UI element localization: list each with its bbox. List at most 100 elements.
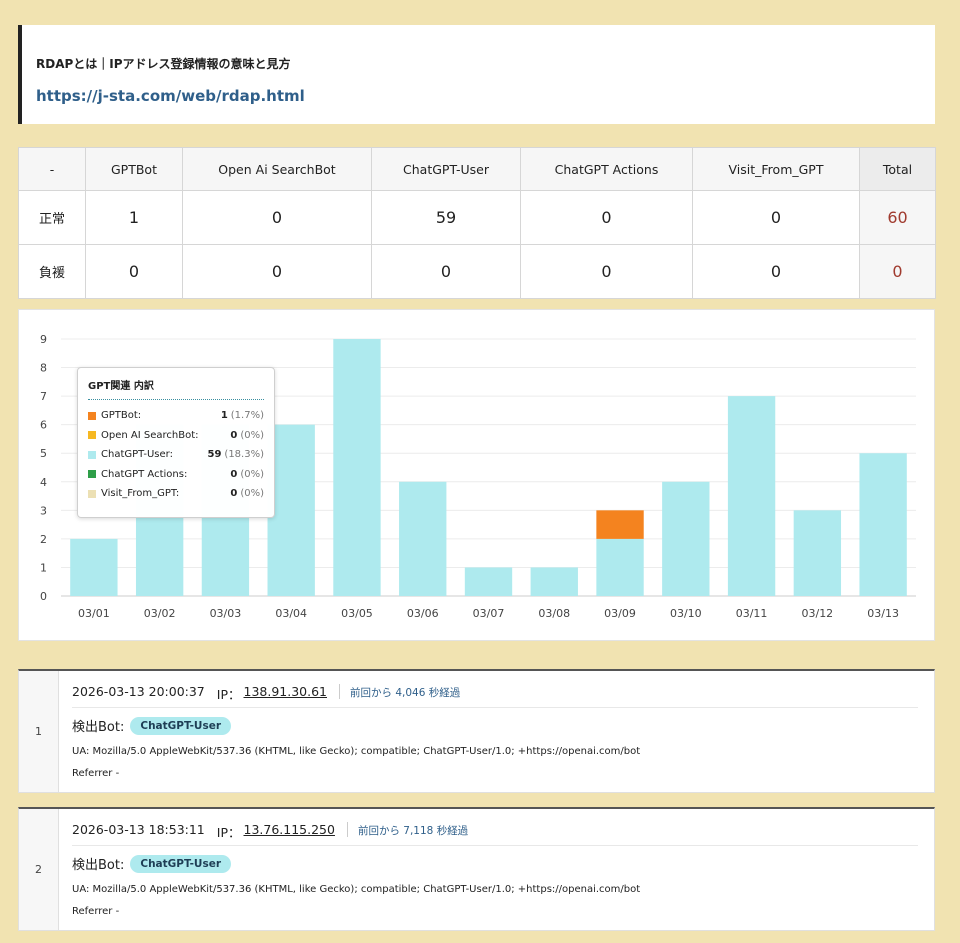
x-tick-label: 03/07 <box>473 607 505 620</box>
divider <box>339 684 340 699</box>
tooltip-count: 0 <box>230 429 238 441</box>
tooltip-row: ChatGPT Actions: 0 (0%) <box>88 465 264 485</box>
tooltip-series-name: Open AI SearchBot: <box>101 429 199 441</box>
tooltip-percent: (18.3%) <box>224 449 264 461</box>
tooltip-count: 59 <box>207 449 222 461</box>
bar-chatgpt-user <box>859 453 907 596</box>
header-cell: ChatGPT Actions <box>520 147 693 191</box>
legend-swatch <box>88 489 96 498</box>
tooltip-series-name: ChatGPT-User: <box>101 449 173 461</box>
tooltip-series-name: ChatGPT Actions: <box>101 468 188 480</box>
tooltip-count: 0 <box>230 468 238 480</box>
header-cell: - <box>18 147 86 191</box>
ip-address-link[interactable]: 13.76.115.250 <box>243 822 335 837</box>
chart-tooltip: GPT関連 内訳 GPTBot: 1 (1.7%) Open AI Search… <box>77 367 275 518</box>
y-tick-label: 5 <box>40 447 47 460</box>
entry-timestamp: 2026-03-13 20:00:37 <box>72 684 205 699</box>
table-cell: 0 <box>182 244 372 299</box>
detected-bot: 検出Bot: ChatGPT-User <box>72 716 232 735</box>
bar-chatgpt-user <box>399 481 447 596</box>
table-cell: 0 <box>520 244 693 299</box>
x-tick-label: 03/05 <box>341 607 373 620</box>
tooltip-row: GPTBot: 1 (1.7%) <box>88 406 264 426</box>
bot-badge: ChatGPT-User <box>130 854 232 873</box>
entry-meta: 2026-03-13 18:53:11 IP： 13.76.115.250 前回… <box>72 822 918 846</box>
tooltip-row: ChatGPT-User: 59 (18.3%) <box>88 445 264 465</box>
access-log-entry: 1 2026-03-13 20:00:37 IP： 138.91.30.61 前… <box>18 669 935 793</box>
x-tick-label: 03/10 <box>670 607 702 620</box>
access-log-entry: 2 2026-03-13 18:53:11 IP： 13.76.115.250 … <box>18 807 935 931</box>
entry-number: 2 <box>19 809 59 930</box>
bot-badge: ChatGPT-User <box>130 716 232 735</box>
tooltip-title: GPT関連 内訳 <box>88 377 264 400</box>
bar-chatgpt-user <box>596 538 644 596</box>
entry-meta: 2026-03-13 20:00:37 IP： 138.91.30.61 前回か… <box>72 684 918 708</box>
y-tick-label: 7 <box>40 390 47 403</box>
table-cell: 0 <box>371 244 521 299</box>
bar-chatgpt-user <box>333 339 381 596</box>
total-cell: 60 <box>859 190 936 245</box>
tooltip-count: 1 <box>220 410 228 422</box>
header-cell: Visit_From_GPT <box>692 147 860 191</box>
y-tick-label: 6 <box>40 419 47 432</box>
y-tick-label: 4 <box>40 476 47 489</box>
table-cell: 0 <box>85 244 183 299</box>
bot-summary-table: - GPTBot Open Ai SearchBot ChatGPT-User … <box>18 147 936 299</box>
x-tick-label: 03/01 <box>78 607 110 620</box>
x-tick-label: 03/13 <box>867 607 899 620</box>
tooltip-percent: (1.7%) <box>230 410 264 422</box>
table-cell: 59 <box>371 190 521 245</box>
referrer: Referrer - <box>72 768 120 779</box>
detected-bot-label: 検出Bot: <box>72 858 125 873</box>
row-label: 正常 <box>18 190 86 245</box>
elapsed-time: 前回から 7,118 秒経過 <box>357 825 469 837</box>
ip-label: IP： <box>216 687 241 702</box>
y-tick-label: 2 <box>40 533 47 546</box>
bar-chatgpt-user <box>70 538 118 596</box>
y-tick-label: 0 <box>40 590 47 603</box>
entry-number: 1 <box>19 671 59 792</box>
header-cell: GPTBot <box>85 147 183 191</box>
tooltip-count: 0 <box>230 488 238 500</box>
tooltip-series-name: Visit_From_GPT: <box>101 488 180 500</box>
bar-chatgpt-user <box>727 396 776 596</box>
header-cell: ChatGPT-User <box>371 147 521 191</box>
total-cell: 0 <box>859 244 936 299</box>
tooltip-row: Open AI SearchBot: 0 (0%) <box>88 426 264 446</box>
legend-swatch <box>88 470 96 479</box>
article-link[interactable]: https://j-sta.com/web/rdap.html <box>36 87 305 105</box>
table-cell: 0 <box>520 190 693 245</box>
x-tick-label: 03/02 <box>144 607 176 620</box>
detected-bot: 検出Bot: ChatGPT-User <box>72 854 232 873</box>
detected-bot-label: 検出Bot: <box>72 720 125 735</box>
divider <box>346 822 348 837</box>
ip-address-link[interactable]: 138.91.30.61 <box>243 684 328 699</box>
elapsed-time: 前回から 4,046 秒経過 <box>350 687 461 699</box>
ip-label: IP： <box>216 825 241 840</box>
user-agent: UA: Mozilla/5.0 AppleWebKit/537.36 (KHTM… <box>72 884 641 895</box>
bar-chatgpt-user <box>530 567 578 596</box>
header-cell: Open Ai SearchBot <box>182 147 372 191</box>
x-tick-label: 03/12 <box>801 607 833 620</box>
bar-chatgpt-user <box>793 510 842 596</box>
tooltip-percent: (0%) <box>240 468 264 480</box>
table-cell: 0 <box>692 244 860 299</box>
y-tick-label: 8 <box>40 362 47 375</box>
legend-swatch <box>88 411 96 420</box>
row-label: 負褑 <box>18 244 86 299</box>
related-article-card: RDAPとは｜IPアドレス登録情報の意味と見方 https://j-sta.co… <box>18 25 935 124</box>
y-tick-label: 9 <box>40 333 47 346</box>
table-cell: 0 <box>182 190 372 245</box>
tooltip-series-name: GPTBot: <box>101 410 142 422</box>
legend-swatch <box>88 431 96 440</box>
entry-timestamp: 2026-03-13 18:53:11 <box>72 822 205 837</box>
bar-chatgpt-user <box>267 424 315 596</box>
table-row: 正常 1 0 59 0 0 60 <box>18 190 936 245</box>
table-cell: 1 <box>85 190 183 245</box>
bar-chatgpt-user <box>662 481 710 596</box>
table-row: 負褑 0 0 0 0 0 0 <box>18 244 936 299</box>
y-tick-label: 3 <box>40 504 47 517</box>
bar-chatgpt-user <box>464 567 513 596</box>
daily-bot-chart: 0 1 2 3 4 5 6 7 8 9 03/01 03/02 03/03 03/04 03/05 03/06… <box>18 309 935 641</box>
x-tick-label: 03/03 <box>210 607 242 620</box>
